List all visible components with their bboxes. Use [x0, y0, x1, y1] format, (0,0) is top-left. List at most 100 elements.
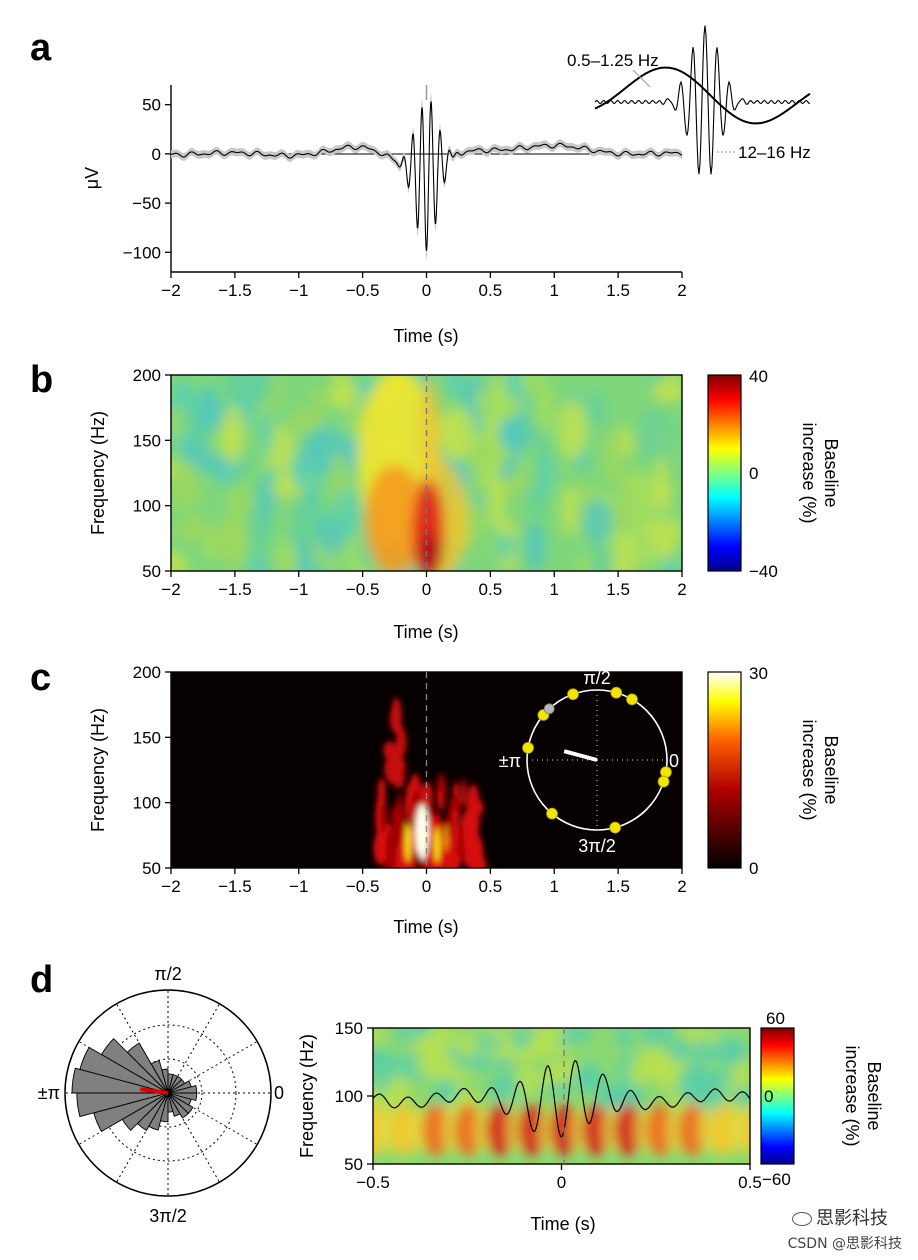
b-y-label: Frequency (Hz) [88, 411, 108, 535]
c-polar-label-bottom: 3π/2 [578, 836, 615, 856]
d-xtick-label: 0 [557, 1173, 566, 1192]
a-ytick-label: 0 [152, 145, 161, 164]
d-polar-mean-vector [139, 1087, 169, 1095]
d-colorbar-label-1: Baseline [864, 1061, 884, 1130]
b-background-texture-blob [651, 477, 674, 512]
b-background-texture-blob [331, 451, 346, 499]
a-averaged-trace [170, 101, 683, 251]
c-phase-point [546, 807, 558, 820]
d-background-texture-blob [640, 1028, 659, 1048]
c-activation-red-upper [395, 727, 407, 758]
d-polar-label-right: 0 [274, 1083, 284, 1103]
b-colorbar-tick-mid: 0 [749, 464, 758, 483]
b-ytick-label: 200 [133, 366, 161, 385]
b-background-texture-blob [237, 387, 257, 429]
d-activation-blob [390, 1104, 418, 1156]
panel-label-a: a [30, 27, 52, 69]
c-activation-yellow-2 [434, 827, 440, 863]
a-xtick-label: 0 [422, 281, 431, 300]
b-xtick-label: 1 [550, 580, 559, 599]
b-xtick-label: 0.5 [479, 580, 503, 599]
a-xtick-label: 0.5 [479, 281, 503, 300]
b-background-texture-blob [524, 521, 547, 571]
panel-label-c: c [30, 657, 51, 699]
d-background-texture-blob [680, 1028, 701, 1036]
d-polar-spoke [167, 1092, 258, 1145]
d-background-texture-blob [373, 1028, 383, 1047]
c-activation-red [448, 799, 454, 839]
b-xtick-label: −1 [289, 580, 308, 599]
c-colorbar-label-1: Baseline [821, 735, 841, 804]
b-background-texture-blob [329, 381, 361, 410]
d-polar-spoke [116, 1092, 169, 1183]
c-activation-red [437, 786, 443, 813]
c-phase-point [567, 688, 579, 701]
c-phase-point [522, 741, 534, 754]
d-activation-blob [742, 1106, 750, 1154]
b-xtick-label: −2 [161, 580, 180, 599]
d-polar-label-top: π/2 [154, 964, 181, 984]
a-inset-spindle-wave [594, 25, 811, 175]
b-colorbar [707, 374, 742, 572]
b-background-texture-blob [537, 378, 554, 435]
d-polar-ring-2 [99, 1024, 237, 1162]
a-ytick-label: 50 [142, 96, 161, 115]
c-xtick-label: −1 [289, 877, 308, 896]
c-xtick-label: −1.5 [218, 877, 252, 896]
c-phase-point [609, 821, 622, 834]
b-activation-darkred [418, 535, 442, 571]
a-ytick-label: −50 [132, 194, 161, 213]
a-inset-legend-spindle: 12–16 Hz [738, 143, 811, 162]
panel-label-b: b [30, 359, 53, 401]
d-background-texture-blob [373, 1045, 383, 1068]
a-xtick-label: 1 [550, 281, 559, 300]
b-ytick-label: 150 [133, 431, 161, 450]
d-xtick-label: −0.5 [356, 1173, 390, 1192]
b-background-texture-blob [588, 540, 613, 571]
b-background-texture-blob [650, 379, 682, 403]
d-polar-spoke [167, 1041, 258, 1094]
c-colorbar-tick-max: 30 [749, 664, 768, 683]
c-y-label: Frequency (Hz) [88, 708, 108, 832]
c-activation-orange [444, 824, 448, 852]
d-activation-blob [678, 1104, 706, 1156]
c-phase-point [610, 686, 623, 699]
b-background-texture-blob [560, 484, 579, 537]
d-activation-blob [646, 1104, 674, 1156]
b-background-texture-blob [243, 508, 272, 554]
d-polar-bar [167, 1092, 194, 1115]
b-background-texture-blob [637, 409, 675, 460]
d-colorbar [760, 1027, 795, 1165]
d-polar-bar [121, 1092, 169, 1131]
d-background-texture-blob [539, 1069, 567, 1085]
c-ytick-label: 50 [142, 859, 161, 878]
d-background-texture-blob [516, 1065, 538, 1096]
d-colorbar-tick-min: −60 [762, 1170, 791, 1189]
b-colorbar-label-1: Baseline [821, 438, 841, 507]
d-y-label: Frequency (Hz) [297, 1034, 317, 1158]
a-x-label: Time (s) [393, 326, 458, 346]
d-background-texture-blob [692, 1039, 717, 1064]
b-background-texture-blob [173, 516, 213, 542]
d-background-texture-blob [560, 1028, 594, 1043]
d-background-texture-blob [656, 1028, 674, 1046]
c-xtick-label: 1.5 [606, 877, 630, 896]
d-ytick-label: 100 [335, 1087, 363, 1106]
watermark-source: CSDN @思影科技 [787, 1236, 902, 1252]
b-background-texture-blob [476, 440, 513, 465]
c-xtick-label: 0 [422, 877, 431, 896]
a-xtick-label: 2 [677, 281, 686, 300]
c-xtick-label: −0.5 [346, 877, 380, 896]
b-activation-orange [365, 465, 425, 571]
d-background-texture-blob [485, 1055, 515, 1070]
c-activation-red [396, 798, 404, 845]
b-background-texture-blob [504, 375, 522, 400]
b-background-texture-blob [602, 428, 626, 484]
d-polar-spoke [167, 1003, 220, 1094]
watermark-brand: 思影科技 [792, 1204, 888, 1230]
a-ytick-label: −100 [123, 243, 161, 262]
c-ytick-label: 150 [133, 728, 161, 747]
c-activation-red [377, 777, 386, 806]
d-background-texture-blob [429, 1028, 455, 1047]
d-background-texture-blob [689, 1059, 706, 1091]
